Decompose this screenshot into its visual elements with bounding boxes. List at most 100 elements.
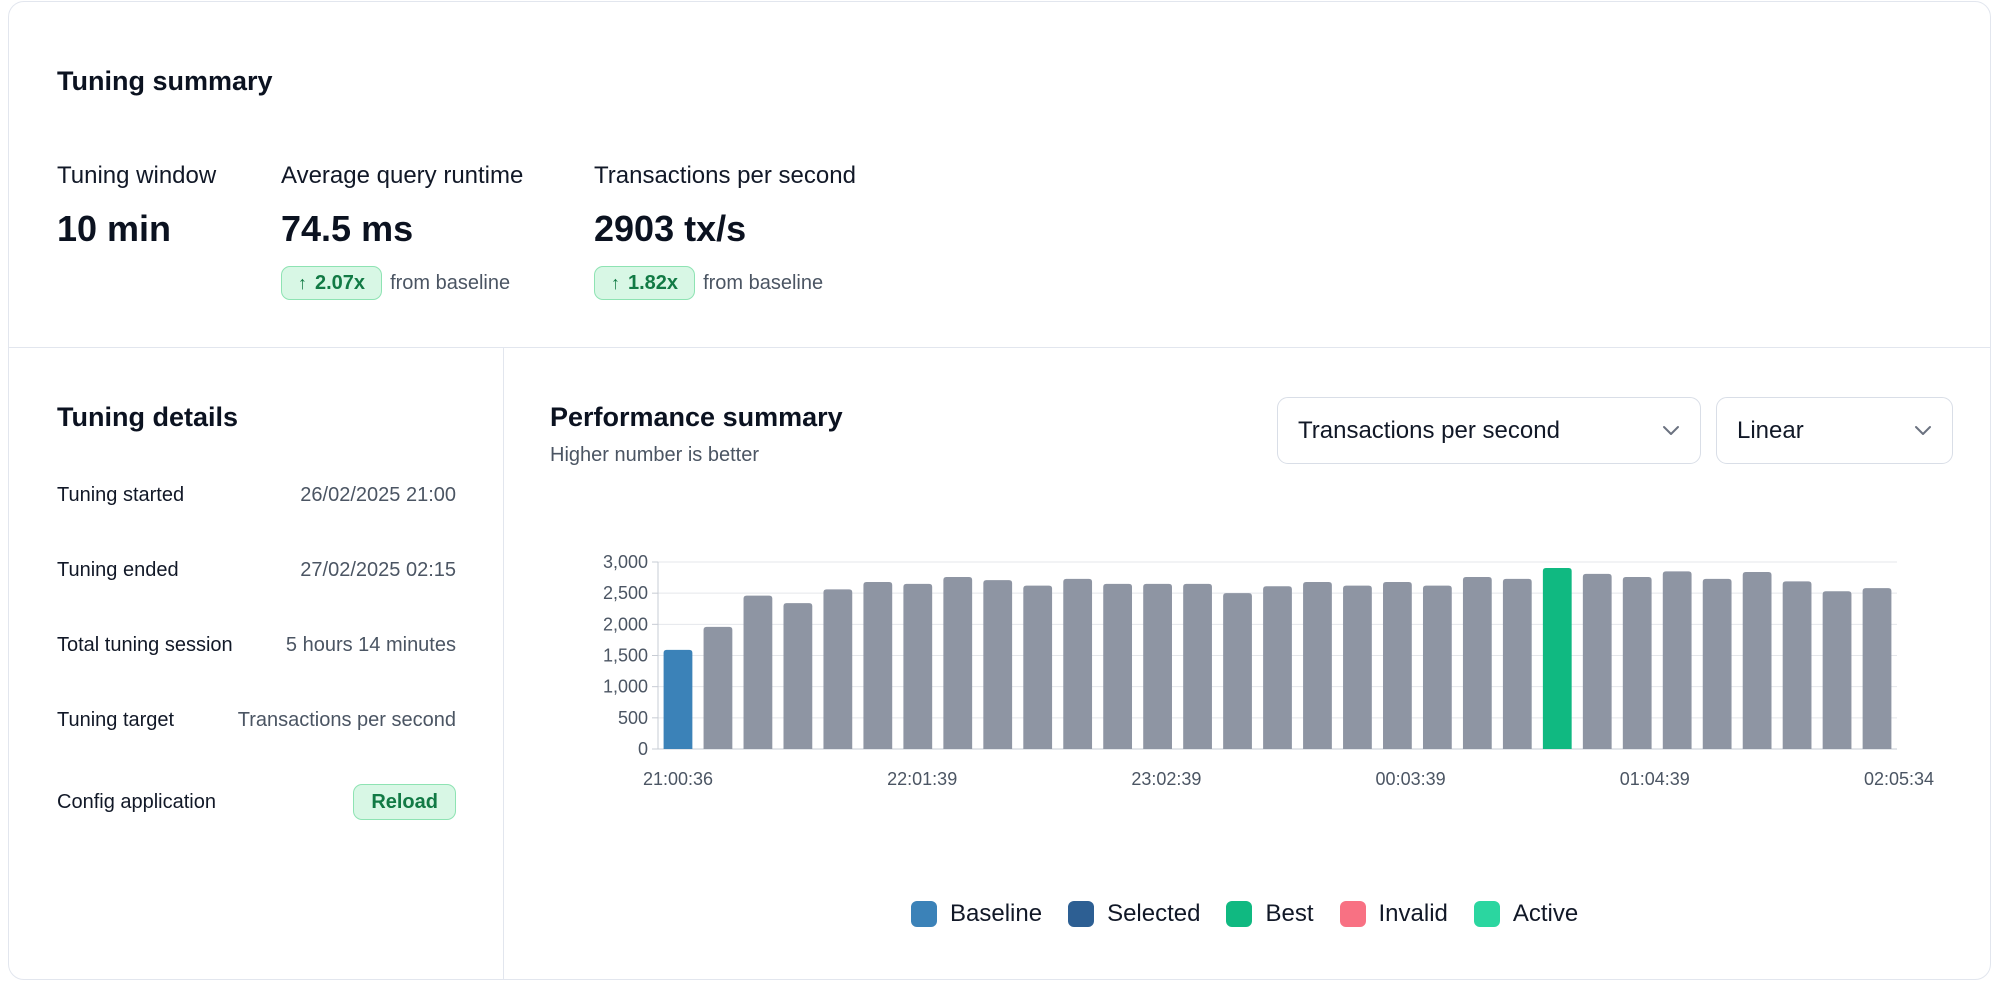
- bar: [1383, 581, 1412, 749]
- config-application-badge: Reload: [353, 784, 456, 820]
- bar: [783, 603, 813, 749]
- bar: [1782, 581, 1812, 749]
- metric-delta: ↑ 2.07x from baseline: [281, 266, 523, 300]
- x-tick-label: 02:05:34: [1864, 769, 1934, 789]
- arrow-up-icon: ↑: [298, 272, 307, 293]
- bar: [1143, 583, 1172, 749]
- chevron-down-icon: [1915, 425, 1931, 435]
- bar: [1662, 571, 1692, 749]
- metric-select-dropdown[interactable]: Transactions per second: [1277, 397, 1701, 464]
- legend-label: Baseline: [950, 900, 1043, 927]
- metric-label: Tuning window: [57, 162, 217, 189]
- detail-key: Total tuning session: [57, 634, 233, 656]
- improvement-value: 2.07x: [315, 271, 366, 294]
- bar: [1582, 573, 1612, 749]
- legend-swatch: [1068, 901, 1095, 927]
- x-tick-label: 00:03:39: [1376, 769, 1446, 789]
- metric-transactions-per-second: Transactions per second 2903 tx/s ↑ 1.82…: [594, 162, 856, 300]
- legend-item-invalid[interactable]: Invalid: [1339, 900, 1448, 928]
- detail-value: 26/02/2025 21:00: [300, 484, 456, 506]
- bar: [1822, 591, 1852, 749]
- y-tick-label: 1,000: [603, 677, 648, 697]
- y-tick-label: 2,000: [603, 614, 648, 634]
- legend-label: Invalid: [1378, 900, 1448, 927]
- bar: [823, 589, 853, 749]
- improvement-badge: ↑ 2.07x: [281, 266, 383, 300]
- legend-label: Active: [1512, 900, 1579, 927]
- legend-swatch: [1473, 901, 1500, 927]
- bar: [983, 580, 1013, 749]
- bar: [1742, 571, 1772, 749]
- metric-label: Average query runtime: [281, 162, 524, 189]
- metric-delta: ↑ 1.82x from baseline: [594, 266, 856, 300]
- bar: [743, 595, 773, 749]
- legend-label: Selected: [1107, 900, 1201, 927]
- detail-row-tuning-target: Tuning target Transactions per second: [57, 709, 456, 732]
- detail-row-total-session: Total tuning session 5 hours 14 minutes: [57, 634, 456, 657]
- improvement-badge: ↑ 1.82x: [594, 266, 696, 300]
- y-tick-label: 500: [618, 708, 648, 728]
- detail-row-tuning-started: Tuning started 26/02/2025 21:00: [57, 484, 456, 507]
- improvement-value: 1.82x: [628, 271, 679, 294]
- detail-value: 27/02/2025 02:15: [300, 559, 456, 581]
- legend-label: Best: [1265, 900, 1314, 927]
- bar: [943, 576, 973, 749]
- bar: [1702, 578, 1732, 749]
- bar: [703, 626, 733, 749]
- metric-average-query-runtime: Average query runtime 74.5 ms ↑ 2.07x fr…: [281, 162, 523, 300]
- detail-row-config-application: Config application Reload: [57, 784, 456, 820]
- scale-select-dropdown[interactable]: Linear: [1716, 397, 1953, 464]
- detail-key: Tuning started: [57, 484, 185, 506]
- legend-swatch: [911, 901, 937, 927]
- bar: [1502, 578, 1532, 749]
- chart-legend: Baseline Selected Best Invalid Active: [911, 900, 1578, 928]
- bar: [1542, 568, 1572, 749]
- performance-summary-section: Performance summary Higher number is bet…: [503, 347, 1990, 979]
- chevron-down-icon: [1663, 425, 1679, 435]
- detail-row-tuning-ended: Tuning ended 27/02/2025 02:15: [57, 559, 456, 582]
- x-tick-label: 21:00:36: [643, 769, 713, 789]
- bar: [1862, 588, 1892, 749]
- x-tick-label: 23:02:39: [1131, 769, 1201, 789]
- bar: [1622, 576, 1652, 749]
- bar: [1462, 576, 1492, 749]
- tuning-card: Tuning summary Tuning window 10 min Aver…: [8, 1, 1991, 980]
- bar: [1223, 593, 1252, 749]
- metric-value: 2903 tx/s: [594, 208, 747, 249]
- performance-bar-chart: 0 500 1,000 1,500 2,000 2,500 3,000 21:00:36 22:…: [603, 552, 1934, 789]
- bar: [903, 583, 933, 749]
- metric-select-value: Transactions per second: [1298, 416, 1560, 444]
- legend-swatch: [1339, 901, 1366, 927]
- legend-swatch: [1226, 901, 1253, 927]
- y-tick-label: 0: [638, 739, 648, 759]
- bar: [863, 581, 893, 749]
- legend-item-best[interactable]: Best: [1226, 900, 1314, 928]
- delta-suffix: from baseline: [390, 271, 511, 294]
- metric-label: Transactions per second: [594, 162, 856, 189]
- detail-key: Tuning ended: [57, 559, 179, 581]
- tuning-summary-section: Tuning summary Tuning window 10 min Aver…: [9, 2, 1990, 348]
- y-tick-label: 2,500: [603, 583, 648, 603]
- arrow-up-icon: ↑: [611, 272, 620, 293]
- metric-tuning-window: Tuning window 10 min: [57, 162, 216, 250]
- legend-item-active[interactable]: Active: [1473, 900, 1579, 928]
- bar: [663, 649, 693, 749]
- bar: [1422, 585, 1452, 749]
- bar: [1343, 585, 1372, 749]
- summary-title: Tuning summary: [57, 66, 273, 96]
- bar: [1303, 581, 1332, 749]
- delta-suffix: from baseline: [703, 271, 824, 294]
- metric-value: 10 min: [57, 208, 172, 249]
- tuning-details-section: Tuning details Tuning started 26/02/2025…: [9, 347, 504, 979]
- bar: [1023, 585, 1053, 749]
- bar: [1263, 586, 1292, 749]
- bar: [1103, 583, 1133, 749]
- detail-value: 5 hours 14 minutes: [285, 634, 456, 656]
- legend-item-baseline[interactable]: Baseline: [911, 900, 1042, 928]
- legend-item-selected[interactable]: Selected: [1068, 900, 1200, 928]
- x-tick-label: 01:04:39: [1620, 769, 1690, 789]
- bar: [1063, 578, 1093, 749]
- bar: [1183, 583, 1212, 749]
- detail-value: Transactions per second: [237, 709, 456, 731]
- performance-subtitle: Higher number is better: [550, 444, 759, 466]
